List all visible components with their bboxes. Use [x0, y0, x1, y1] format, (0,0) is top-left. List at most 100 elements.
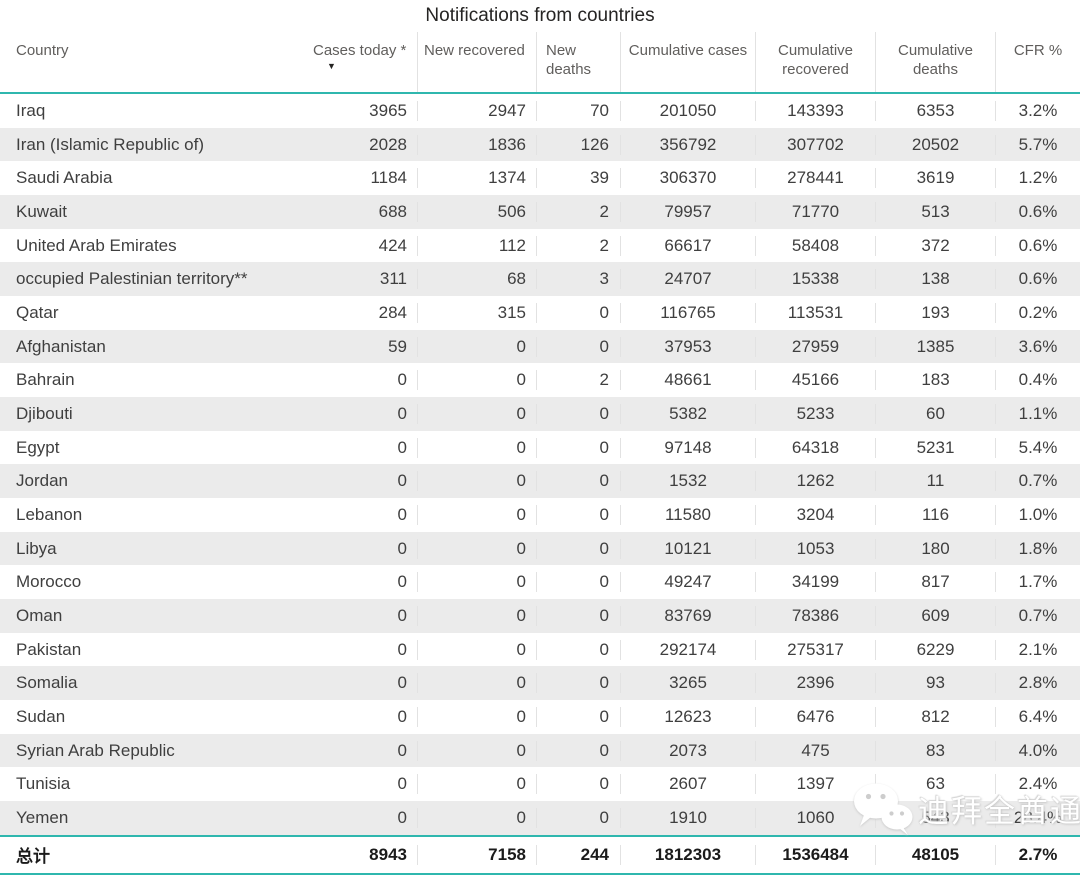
- cell-cases-today: 2028: [369, 134, 407, 154]
- cell-new-deaths: 0: [536, 673, 620, 694]
- cell-cfr: 1.0%: [995, 504, 1080, 525]
- cell-cumulative-deaths: 138: [875, 269, 995, 290]
- table-row[interactable]: Tunisia 0 0 0 2607 1397 63 2.4%: [0, 767, 1080, 801]
- cell-new-recovered: 0: [417, 740, 536, 761]
- cell-cumulative-recovered: 278441: [755, 168, 875, 189]
- cell-cfr: 2.1%: [995, 639, 1080, 660]
- cell-new-recovered: 0: [417, 774, 536, 795]
- cell-cumulative-deaths: 817: [875, 572, 995, 593]
- cell-country: Iraq: [16, 100, 46, 120]
- table-row[interactable]: United Arab Emirates 424 112 2 66617 584…: [0, 229, 1080, 263]
- cell-cumulative-recovered: 1053: [755, 538, 875, 559]
- cell-country: Sudan: [16, 706, 66, 726]
- cell-new-deaths: 39: [536, 168, 620, 189]
- sort-descending-icon: ▼: [327, 61, 336, 71]
- total-new-deaths: 244: [536, 844, 620, 865]
- cell-cfr: 4.0%: [995, 740, 1080, 761]
- table-row[interactable]: Morocco 0 0 0 49247 34199 817 1.7%: [0, 565, 1080, 599]
- cell-cfr: 3.2%: [995, 100, 1080, 121]
- table-row[interactable]: Qatar 284 315 0 116765 113531 193 0.2%: [0, 296, 1080, 330]
- cell-new-deaths: 2: [536, 370, 620, 391]
- cell-cumulative-recovered: 27959: [755, 336, 875, 357]
- cell-cfr: 1.7%: [995, 572, 1080, 593]
- table-row[interactable]: occupied Palestinian territory** 311 68 …: [0, 262, 1080, 297]
- cell-new-deaths: 0: [536, 605, 620, 626]
- cell-cfr: 0.6%: [995, 269, 1080, 290]
- table-row[interactable]: Bahrain 0 0 2 48661 45166 183 0.4%: [0, 363, 1080, 397]
- table-row[interactable]: Iraq 3965 2947 70 201050 143393 6353 3.2…: [0, 94, 1080, 128]
- table-row[interactable]: Saudi Arabia 1184 1374 39 306370 278441 …: [0, 161, 1080, 195]
- cell-cases-today: 59: [388, 336, 407, 356]
- cell-cumulative-deaths: 372: [875, 235, 995, 256]
- cell-cumulative-deaths: 11: [875, 471, 995, 492]
- table-row[interactable]: Lebanon 0 0 0 11580 3204 116 1.0%: [0, 498, 1080, 532]
- table-row[interactable]: Yemen 0 0 0 1910 1060 543 28.4%: [0, 801, 1080, 835]
- column-header-cfr[interactable]: CFR %: [995, 32, 1080, 92]
- table-row[interactable]: Jordan 0 0 0 1532 1262 11 0.7%: [0, 464, 1080, 499]
- cell-cumulative-cases: 306370: [620, 168, 755, 189]
- table-row[interactable]: Somalia 0 0 0 3265 2396 93 2.8%: [0, 666, 1080, 701]
- cell-new-recovered: 0: [417, 639, 536, 660]
- column-header-new-recovered[interactable]: New recovered: [417, 32, 536, 92]
- table-row[interactable]: Syrian Arab Republic 0 0 0 2073 475 83 4…: [0, 733, 1080, 768]
- cell-new-recovered: 0: [417, 605, 536, 626]
- total-new-recovered: 7158: [417, 844, 536, 865]
- cell-new-deaths: 0: [536, 740, 620, 761]
- cell-new-deaths: 0: [536, 437, 620, 458]
- column-header-country[interactable]: Country: [16, 42, 69, 59]
- cell-cumulative-deaths: 20502: [875, 134, 995, 155]
- cell-cases-today: 1184: [370, 168, 407, 188]
- cell-new-recovered: 0: [417, 673, 536, 694]
- table-row[interactable]: Sudan 0 0 0 12623 6476 812 6.4%: [0, 700, 1080, 734]
- cell-cumulative-recovered: 113531: [755, 302, 875, 323]
- cell-cumulative-cases: 24707: [620, 269, 755, 290]
- cell-cfr: 28.4%: [995, 807, 1080, 828]
- column-header-cumulative-cases[interactable]: Cumulative cases: [620, 32, 755, 92]
- cell-cumulative-cases: 11580: [620, 504, 755, 525]
- cell-new-recovered: 112: [417, 235, 536, 256]
- cell-country: Pakistan: [16, 639, 82, 659]
- column-header-new-deaths[interactable]: New deaths: [536, 32, 620, 92]
- cell-new-deaths: 0: [536, 572, 620, 593]
- table-header-row: Country Cases today * ▼ New recovered Ne…: [0, 32, 1080, 94]
- table-body: Iraq 3965 2947 70 201050 143393 6353 3.2…: [0, 94, 1080, 835]
- cell-country: Libya: [16, 538, 57, 558]
- column-header-cumulative-recovered[interactable]: Cumulative recovered: [755, 32, 875, 92]
- table-row[interactable]: Kuwait 688 506 2 79957 71770 513 0.6%: [0, 195, 1080, 229]
- cell-cumulative-cases: 12623: [620, 706, 755, 727]
- cell-country: Kuwait: [16, 201, 68, 221]
- table-row[interactable]: Djibouti 0 0 0 5382 5233 60 1.1%: [0, 397, 1080, 431]
- column-header-cases-today[interactable]: Cases today * ▼: [300, 32, 417, 92]
- cell-cumulative-deaths: 6229: [875, 639, 995, 660]
- table-row[interactable]: Iran (Islamic Republic of) 2028 1836 126…: [0, 127, 1080, 162]
- cell-new-recovered: 1374: [417, 168, 536, 189]
- cell-cumulative-deaths: 63: [875, 774, 995, 795]
- cell-cumulative-deaths: 543: [875, 807, 995, 828]
- table-row[interactable]: Libya 0 0 0 10121 1053 180 1.8%: [0, 531, 1080, 566]
- column-header-cumulative-deaths[interactable]: Cumulative deaths: [875, 32, 995, 92]
- table-row[interactable]: Afghanistan 59 0 0 37953 27959 1385 3.6%: [0, 329, 1080, 364]
- cell-new-deaths: 0: [536, 336, 620, 357]
- cell-cumulative-cases: 2073: [620, 740, 755, 761]
- cell-cfr: 0.4%: [995, 370, 1080, 391]
- cell-cfr: 5.7%: [995, 134, 1080, 155]
- cell-country: Saudi Arabia: [16, 168, 113, 188]
- table-row[interactable]: Egypt 0 0 0 97148 64318 5231 5.4%: [0, 431, 1080, 465]
- cell-cases-today: 0: [397, 437, 407, 457]
- cell-cumulative-recovered: 3204: [755, 504, 875, 525]
- cell-cumulative-recovered: 6476: [755, 706, 875, 727]
- total-cumulative-recovered: 1536484: [755, 844, 875, 865]
- cell-cumulative-deaths: 513: [875, 201, 995, 222]
- cell-new-recovered: 0: [417, 572, 536, 593]
- table-row[interactable]: Oman 0 0 0 83769 78386 609 0.7%: [0, 599, 1080, 633]
- cell-cases-today: 3965: [369, 100, 407, 120]
- column-header-cases-today-label: Cases today *: [313, 42, 407, 59]
- table-row[interactable]: Pakistan 0 0 0 292174 275317 6229 2.1%: [0, 633, 1080, 667]
- cell-new-deaths: 0: [536, 302, 620, 323]
- cell-cases-today: 0: [397, 807, 407, 827]
- cell-new-deaths: 0: [536, 639, 620, 660]
- cell-cumulative-recovered: 34199: [755, 572, 875, 593]
- cell-cfr: 0.7%: [995, 605, 1080, 626]
- total-cumulative-cases: 1812303: [620, 844, 755, 865]
